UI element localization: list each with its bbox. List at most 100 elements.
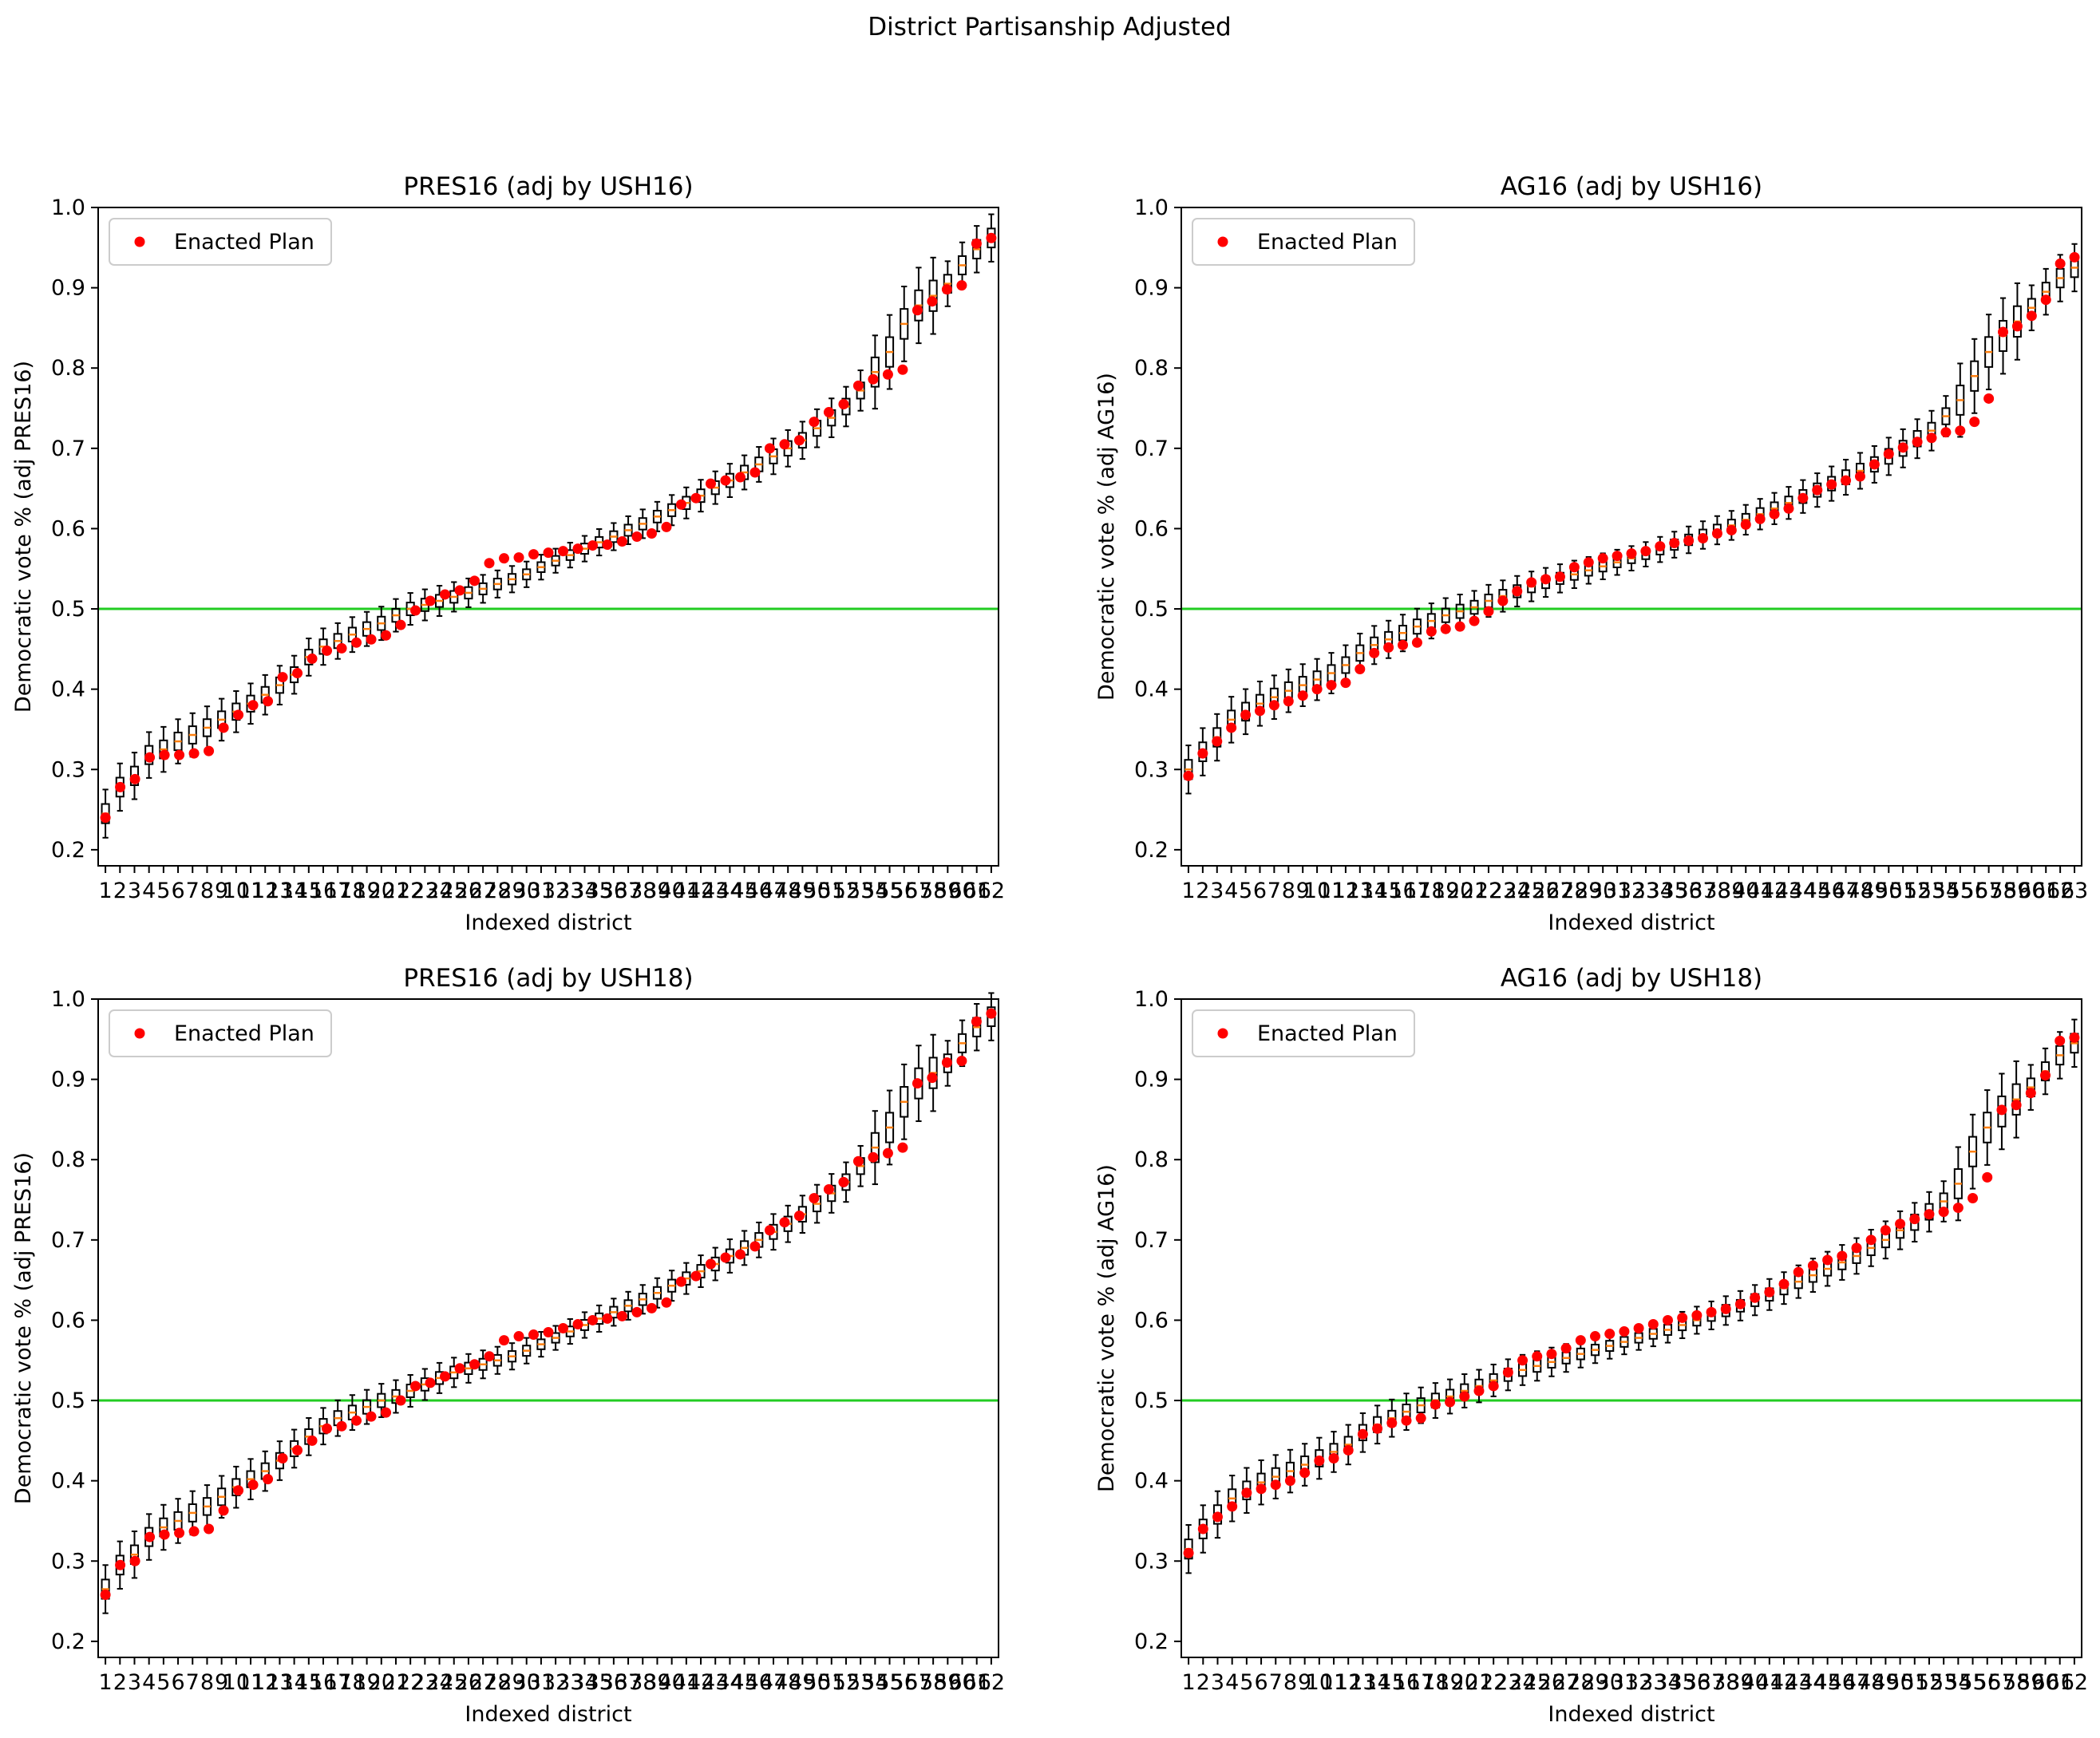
box-district-28 [492, 1345, 502, 1375]
enacted-point-5 [1241, 1487, 1252, 1499]
box-district-20 [377, 606, 386, 642]
x-tick-label: 61 [2032, 879, 2059, 903]
box-district-33 [565, 542, 575, 569]
enacted-point-51 [838, 1176, 849, 1187]
box-district-3 [1212, 713, 1222, 762]
enacted-point-13 [277, 1452, 288, 1463]
enacted-point-52 [1924, 1209, 1935, 1220]
x-tick-label: 45 [1813, 1670, 1841, 1695]
enacted-point-35 [602, 1313, 613, 1324]
x-tick-label: 36 [1675, 879, 1702, 903]
enacted-point-22 [410, 1381, 421, 1392]
enacted-point-6 [1256, 1483, 1267, 1495]
x-tick-label: 36 [600, 1670, 627, 1695]
x-tick-label: 49 [1861, 879, 1888, 903]
y-tick-label: 0.9 [1134, 276, 1169, 301]
enacted-point-34 [1662, 1314, 1673, 1325]
x-tick-label: 38 [629, 879, 656, 903]
enacted-point-40 [675, 499, 686, 510]
enacted-point-27 [484, 1351, 495, 1362]
enacted-point-29 [1590, 1331, 1601, 1342]
box-district-6 [1256, 1459, 1266, 1506]
x-tick-label: 31 [1611, 1670, 1638, 1695]
enacted-point-30 [1604, 1329, 1616, 1340]
enacted-point-42 [1769, 508, 1780, 519]
y-tick-label: 0.4 [51, 677, 85, 702]
y-tick-label: 0.6 [51, 516, 85, 541]
y-tick-label: 0.2 [51, 1629, 85, 1654]
y-tick-label: 0.8 [1134, 1147, 1169, 1172]
x-tick-label: 36 [1683, 1670, 1710, 1695]
enacted-point-20 [381, 1407, 392, 1418]
x-tick-label: 3 [1211, 1670, 1224, 1695]
y-tick-label: 0.2 [51, 838, 85, 863]
enacted-point-30 [528, 549, 540, 560]
x-tick-label: 32 [542, 1670, 569, 1695]
box-district-16 [318, 1407, 328, 1446]
enacted-point-3 [129, 773, 140, 784]
enacted-point-17 [336, 1420, 347, 1432]
enacted-point-43 [720, 475, 731, 486]
x-tick-label: 48 [774, 1670, 801, 1695]
enacted-point-18 [1430, 1399, 1441, 1410]
x-tick-label: 34 [571, 879, 598, 903]
x-tick-label: 34 [571, 1670, 598, 1695]
legend-box [109, 1009, 332, 1057]
enacted-point-22 [1483, 606, 1494, 617]
x-tick-label: 9 [1296, 879, 1310, 903]
enacted-point-38 [1711, 527, 1722, 539]
x-tick-label: 53 [1918, 879, 1945, 903]
box-district-32 [551, 547, 560, 574]
x-tick-label: 59 [934, 879, 961, 903]
x-tick-label: 16 [1389, 879, 1416, 903]
x-tick-label: 60 [948, 879, 975, 903]
enacted-point-3 [129, 1555, 140, 1566]
enacted-point-3 [1212, 1511, 1223, 1523]
enacted-point-12 [1340, 677, 1351, 689]
enacted-point-23 [425, 1377, 436, 1388]
box-district-55 [885, 1089, 895, 1166]
x-tick-label: 30 [1589, 879, 1616, 903]
x-tick-label: 26 [1538, 1670, 1565, 1695]
enacted-point-51 [1897, 442, 1908, 453]
enacted-point-61 [986, 232, 997, 243]
enacted-point-60 [971, 238, 982, 249]
x-tick-label: 18 [338, 879, 366, 903]
enacted-point-17 [1415, 1412, 1426, 1424]
x-tick-label: 23 [411, 879, 438, 903]
legend-box [1192, 1009, 1415, 1057]
y-tick-label: 0.9 [51, 1068, 85, 1092]
enacted-point-12 [1343, 1444, 1354, 1456]
y-tick-label: 1.0 [1134, 196, 1169, 220]
y-tick-label: 0.6 [1134, 1308, 1169, 1333]
x-tick-label: 10 [223, 1670, 250, 1695]
x-tick-label: 7 [1269, 1670, 1283, 1695]
x-tick-label: 1 [1182, 1670, 1196, 1695]
x-tick-label: 22 [1480, 1670, 1507, 1695]
enacted-point-56 [912, 1078, 923, 1089]
enacted-point-18 [351, 1415, 362, 1426]
x-tick-label: 42 [687, 879, 714, 903]
x-tick-label: 48 [1857, 1670, 1884, 1695]
x-tick-label: 10 [223, 879, 250, 903]
x-tick-label: 39 [1726, 1670, 1754, 1695]
enacted-point-14 [1369, 647, 1380, 658]
enacted-point-39 [1726, 524, 1737, 535]
enacted-point-59 [956, 280, 967, 291]
enacted-point-11 [247, 1479, 259, 1491]
enacted-point-5 [1240, 709, 1252, 721]
x-tick-label: 37 [615, 1670, 642, 1695]
box-district-59 [2012, 282, 2022, 361]
box-district-8 [1285, 1448, 1295, 1494]
enacted-point-54 [882, 369, 893, 380]
enacted-point-7 [1270, 1479, 1281, 1491]
x-tick-label: 52 [1904, 879, 1931, 903]
x-tick-label: 15 [1378, 1670, 1406, 1695]
x-tick-label: 9 [1298, 1670, 1311, 1695]
x-tick-label: 58 [919, 1670, 947, 1695]
enacted-point-48 [1854, 471, 1865, 482]
enacted-point-7 [188, 748, 200, 759]
enacted-point-26 [469, 1359, 481, 1370]
enacted-point-12 [263, 1474, 274, 1485]
